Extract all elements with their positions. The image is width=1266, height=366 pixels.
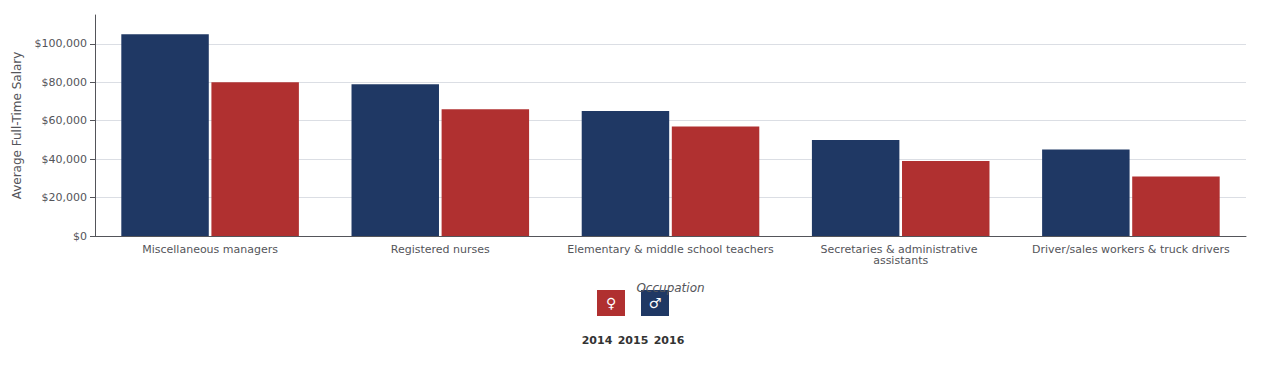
svg-text:assistants: assistants — [873, 254, 928, 267]
svg-text:$80,000: $80,000 — [42, 76, 88, 89]
svg-text:Elementary & middle school tea: Elementary & middle school teachers — [567, 243, 774, 256]
svg-text:2016: 2016 — [654, 334, 685, 347]
svg-text:Driver/sales workers & truck d: Driver/sales workers & truck drivers — [1032, 243, 1230, 256]
svg-text:♀: ♀ — [606, 295, 616, 311]
svg-text:Average Full-Time Salary: Average Full-Time Salary — [10, 52, 24, 200]
svg-text:♂: ♂ — [649, 295, 662, 311]
svg-text:Occupation: Occupation — [636, 281, 704, 295]
svg-text:$100,000: $100,000 — [35, 37, 88, 50]
svg-text:$40,000: $40,000 — [42, 153, 88, 166]
svg-text:$60,000: $60,000 — [42, 114, 88, 127]
svg-text:2014: 2014 — [582, 334, 613, 347]
svg-text:2015: 2015 — [618, 334, 649, 347]
svg-text:Registered nurses: Registered nurses — [391, 243, 490, 256]
svg-text:$0: $0 — [73, 230, 87, 243]
svg-text:Secretaries & administrative: Secretaries & administrative — [820, 243, 981, 256]
svg-text:Miscellaneous managers: Miscellaneous managers — [142, 243, 278, 256]
svg-text:$20,000: $20,000 — [42, 191, 88, 204]
